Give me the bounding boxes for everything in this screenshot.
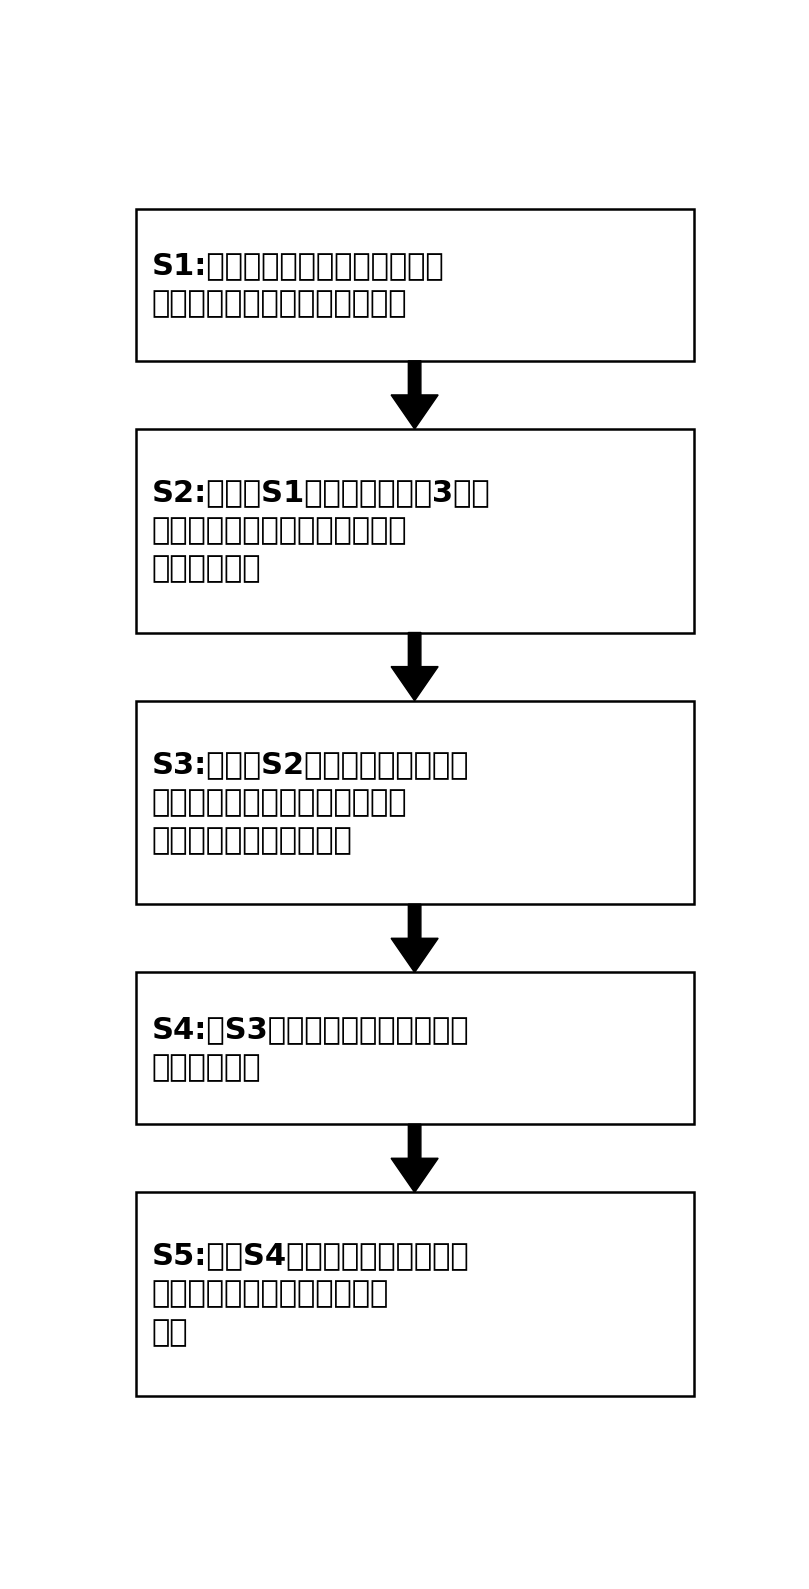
Bar [136, 1192, 693, 1395]
Polygon shape [391, 361, 438, 429]
Bar [136, 701, 693, 904]
Polygon shape [391, 632, 438, 701]
Bar [136, 972, 693, 1123]
Text: S3:对通过S2处理后的波形进行窗
口截取处理，获得含有电流波形
的固定时间长度的数据；: S3:对通过S2处理后的波形进行窗 口截取处理，获得含有电流波形 的固定时间长度… [151, 750, 468, 855]
Polygon shape [391, 1123, 438, 1192]
Polygon shape [391, 904, 438, 972]
Text: S4:对S3的数据进行频谱特征和脉
冲时长提取；: S4:对S3的数据进行频谱特征和脉 冲时长提取； [151, 1015, 468, 1082]
Bar [136, 429, 693, 632]
Bar [136, 210, 693, 361]
Text: S2:对通过S1获得的波形进行3点平
滑处理，等到去除特高频脉冲干
扰后的波形；: S2:对通过S1获得的波形进行3点平 滑处理，等到去除特高频脉冲干 扰后的波形； [151, 478, 490, 583]
Text: S5:根据S4提取的频谱特征和脉冲
时长对过电压故障类型进行分
类。: S5:根据S4提取的频谱特征和脉冲 时长对过电压故障类型进行分 类。 [151, 1241, 469, 1347]
Text: S1:通过电流监测系统获得架空地
线和杆塔接地线上的电流波形；: S1:通过电流监测系统获得架空地 线和杆塔接地线上的电流波形； [151, 251, 444, 318]
